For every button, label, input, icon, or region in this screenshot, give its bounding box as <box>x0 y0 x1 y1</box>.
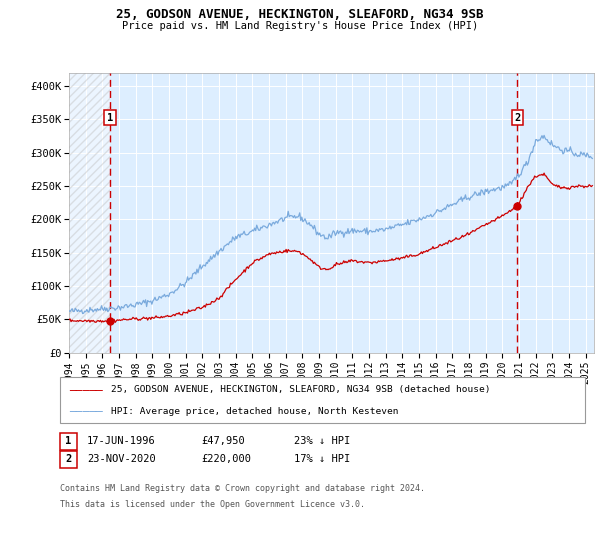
Text: 2: 2 <box>65 454 71 464</box>
Text: 1: 1 <box>65 436 71 446</box>
Text: £220,000: £220,000 <box>201 454 251 464</box>
Text: 17-JUN-1996: 17-JUN-1996 <box>87 436 156 446</box>
Text: ─────: ───── <box>69 385 103 395</box>
Text: HPI: Average price, detached house, North Kesteven: HPI: Average price, detached house, Nort… <box>111 407 398 416</box>
Text: £47,950: £47,950 <box>201 436 245 446</box>
Text: ─────: ───── <box>69 407 103 416</box>
Text: 25, GODSON AVENUE, HECKINGTON, SLEAFORD, NG34 9SB (detached house): 25, GODSON AVENUE, HECKINGTON, SLEAFORD,… <box>111 385 491 394</box>
Bar <box>69 73 110 353</box>
Text: Contains HM Land Registry data © Crown copyright and database right 2024.: Contains HM Land Registry data © Crown c… <box>60 484 425 493</box>
Text: 23-NOV-2020: 23-NOV-2020 <box>87 454 156 464</box>
Text: Price paid vs. HM Land Registry's House Price Index (HPI): Price paid vs. HM Land Registry's House … <box>122 21 478 31</box>
Text: 25, GODSON AVENUE, HECKINGTON, SLEAFORD, NG34 9SB: 25, GODSON AVENUE, HECKINGTON, SLEAFORD,… <box>116 8 484 21</box>
Text: 1: 1 <box>107 113 113 123</box>
Text: 23% ↓ HPI: 23% ↓ HPI <box>294 436 350 446</box>
Text: 2: 2 <box>514 113 520 123</box>
Text: This data is licensed under the Open Government Licence v3.0.: This data is licensed under the Open Gov… <box>60 500 365 508</box>
Text: 17% ↓ HPI: 17% ↓ HPI <box>294 454 350 464</box>
